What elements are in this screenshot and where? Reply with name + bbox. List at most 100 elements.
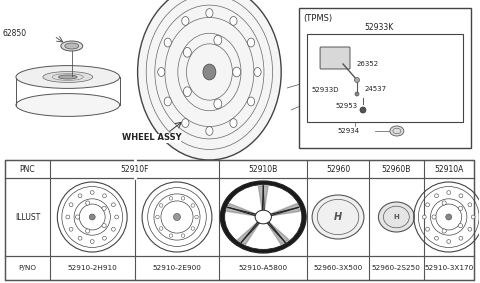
Ellipse shape xyxy=(75,215,80,219)
Ellipse shape xyxy=(85,201,90,205)
Ellipse shape xyxy=(378,202,414,232)
Ellipse shape xyxy=(458,224,463,228)
Ellipse shape xyxy=(206,9,213,18)
Ellipse shape xyxy=(102,224,106,228)
Ellipse shape xyxy=(16,66,120,88)
Ellipse shape xyxy=(459,194,463,198)
Text: 52910B: 52910B xyxy=(249,164,278,173)
Ellipse shape xyxy=(85,229,90,233)
Ellipse shape xyxy=(426,227,430,231)
Ellipse shape xyxy=(103,236,107,240)
Ellipse shape xyxy=(159,227,163,230)
Ellipse shape xyxy=(183,87,191,97)
Text: ILLUST: ILLUST xyxy=(15,213,40,222)
Ellipse shape xyxy=(191,204,194,207)
Ellipse shape xyxy=(164,97,171,106)
Text: 52910-3X170: 52910-3X170 xyxy=(424,265,473,271)
Ellipse shape xyxy=(169,197,173,200)
Ellipse shape xyxy=(459,236,463,240)
Ellipse shape xyxy=(446,214,452,220)
Text: 26352: 26352 xyxy=(357,61,379,67)
Ellipse shape xyxy=(69,203,73,207)
Ellipse shape xyxy=(103,194,107,198)
Ellipse shape xyxy=(432,215,436,219)
Ellipse shape xyxy=(181,197,185,200)
Ellipse shape xyxy=(255,210,271,224)
Text: P/NO: P/NO xyxy=(18,265,36,271)
Ellipse shape xyxy=(158,68,165,76)
Ellipse shape xyxy=(360,107,366,113)
Ellipse shape xyxy=(102,206,106,211)
Bar xyxy=(5,160,474,280)
Ellipse shape xyxy=(169,234,173,237)
Text: 52933K: 52933K xyxy=(364,23,394,33)
Text: 52910F: 52910F xyxy=(120,164,149,173)
Ellipse shape xyxy=(195,215,198,219)
Ellipse shape xyxy=(90,240,94,243)
Text: PNC: PNC xyxy=(20,164,35,173)
Ellipse shape xyxy=(181,234,185,237)
Ellipse shape xyxy=(248,38,255,47)
Ellipse shape xyxy=(173,213,180,220)
Text: H: H xyxy=(394,214,399,220)
Polygon shape xyxy=(238,221,260,245)
Ellipse shape xyxy=(89,214,95,220)
Ellipse shape xyxy=(447,240,451,243)
Ellipse shape xyxy=(233,67,240,77)
Ellipse shape xyxy=(182,119,189,127)
Ellipse shape xyxy=(230,119,237,127)
Ellipse shape xyxy=(442,229,446,233)
Ellipse shape xyxy=(90,190,94,194)
Polygon shape xyxy=(269,203,300,216)
Bar xyxy=(299,8,471,148)
Ellipse shape xyxy=(230,16,237,25)
Text: H: H xyxy=(334,212,342,222)
Ellipse shape xyxy=(468,203,472,207)
Text: 52953: 52953 xyxy=(335,103,357,109)
Ellipse shape xyxy=(78,236,82,240)
Ellipse shape xyxy=(159,204,163,207)
Ellipse shape xyxy=(156,215,159,219)
Text: 52910-2H910: 52910-2H910 xyxy=(67,265,117,271)
Text: 52960B: 52960B xyxy=(382,164,411,173)
Ellipse shape xyxy=(206,127,213,135)
Ellipse shape xyxy=(225,185,302,249)
Ellipse shape xyxy=(434,236,438,240)
Text: 52910A: 52910A xyxy=(434,164,463,173)
Ellipse shape xyxy=(220,181,306,253)
Ellipse shape xyxy=(66,215,70,219)
Text: 52933: 52933 xyxy=(319,78,343,87)
Ellipse shape xyxy=(307,110,312,114)
Ellipse shape xyxy=(426,203,430,207)
Ellipse shape xyxy=(43,72,93,82)
Text: 52910-2E900: 52910-2E900 xyxy=(153,265,202,271)
Text: 52934: 52934 xyxy=(337,128,359,134)
Ellipse shape xyxy=(300,106,307,110)
Ellipse shape xyxy=(447,190,451,194)
Ellipse shape xyxy=(164,38,171,47)
Ellipse shape xyxy=(442,201,446,205)
Text: 52933D: 52933D xyxy=(311,87,338,93)
Ellipse shape xyxy=(248,97,255,106)
Ellipse shape xyxy=(458,206,463,211)
Ellipse shape xyxy=(61,41,83,51)
Text: (TPMS): (TPMS) xyxy=(303,14,332,23)
Ellipse shape xyxy=(312,195,364,239)
Ellipse shape xyxy=(78,194,82,198)
Text: 52960-3X500: 52960-3X500 xyxy=(313,265,363,271)
Ellipse shape xyxy=(203,64,216,80)
Ellipse shape xyxy=(434,194,438,198)
Ellipse shape xyxy=(422,215,426,219)
Polygon shape xyxy=(227,203,257,216)
Ellipse shape xyxy=(390,126,404,136)
Ellipse shape xyxy=(16,94,120,116)
Text: 52950: 52950 xyxy=(314,104,338,113)
Ellipse shape xyxy=(65,43,79,49)
Text: 24537: 24537 xyxy=(365,86,387,92)
Text: 52960: 52960 xyxy=(326,164,350,173)
Text: 52960-2S250: 52960-2S250 xyxy=(372,265,421,271)
Ellipse shape xyxy=(305,84,311,92)
FancyBboxPatch shape xyxy=(320,47,350,69)
Ellipse shape xyxy=(111,227,115,231)
Text: 52910-A5800: 52910-A5800 xyxy=(239,265,288,271)
